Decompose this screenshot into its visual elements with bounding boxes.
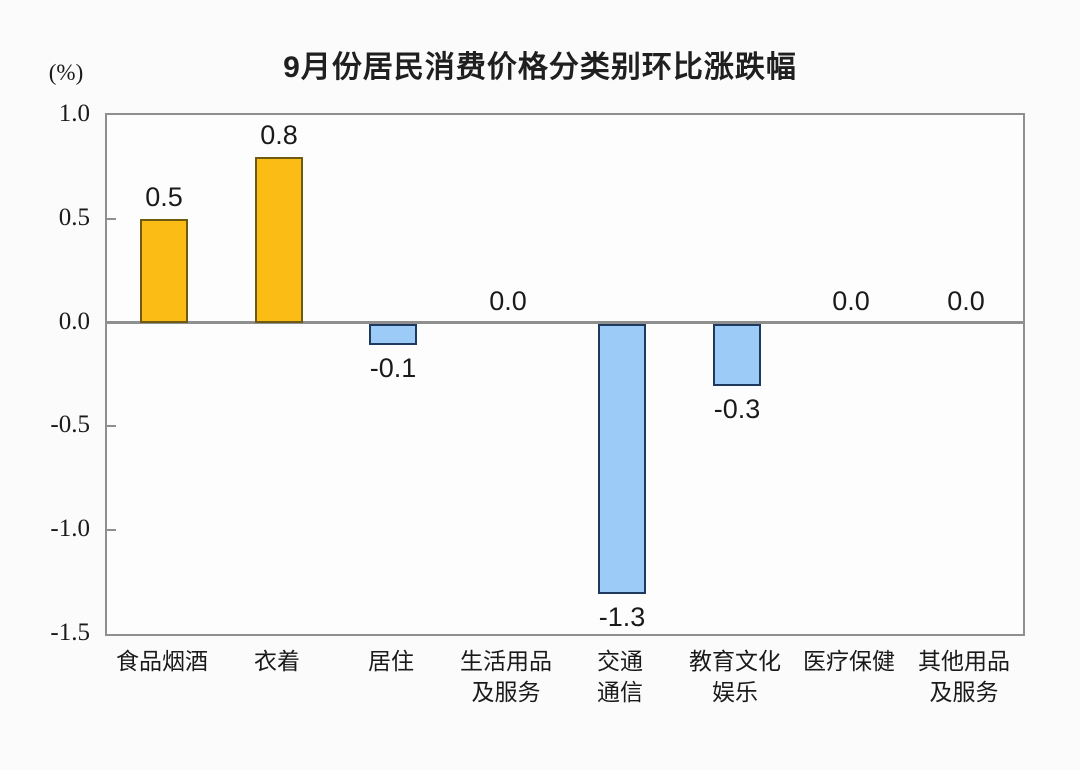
x-axis-category-label: 衣着 [254,648,300,674]
bar-value-label: -0.3 [713,394,761,424]
bar-value-label: 0.5 [145,182,183,212]
bar-6 [713,324,761,386]
bar-3 [369,324,417,345]
bar-value-label: -0.1 [369,353,417,383]
bar-value-label: 0.0 [489,286,527,316]
bar-5 [598,324,646,594]
zero-axis-line [107,321,1023,325]
x-axis-category-label: 食品烟酒 [116,648,208,674]
bar-1 [140,219,188,323]
bar-value-label: 0.0 [947,286,985,316]
bar-value-label: 0.8 [260,120,298,150]
y-axis-tick-label: -0.5 [50,411,90,439]
y-axis-tick-mark [107,529,116,532]
y-axis-tick-mark [107,425,116,428]
bar-value-label: -1.3 [598,602,646,632]
bar-2 [255,157,303,323]
y-axis-unit-label: (%) [48,60,84,85]
x-axis-category-label: 教育文化 娱乐 [689,648,781,705]
y-axis-tick-label: 0.0 [58,307,90,335]
x-axis-category-label: 居住 [368,648,414,674]
y-axis-tick-label: 1.0 [58,100,90,127]
x-axis-category-label: 其他用品 及服务 [918,648,1010,705]
y-axis-tick-label: 0.5 [58,203,90,231]
y-axis-tick-mark [107,217,116,220]
plot-area: 0.5 0.8 -0.1 0.0 -1.3 -0.3 0.0 0.0 [105,113,1025,636]
chart-title: 9月份居民消费价格分类别环比涨跌幅 [283,51,797,84]
x-axis-category-label: 医疗保健 [803,648,895,674]
x-axis-category-label: 交通 通信 [597,648,643,705]
y-axis-tick-label: -1.0 [50,515,90,543]
x-axis-category-label: 生活用品 及服务 [460,648,552,705]
bar-value-label: 0.0 [832,286,870,316]
y-axis-tick-label: -1.5 [50,619,90,646]
